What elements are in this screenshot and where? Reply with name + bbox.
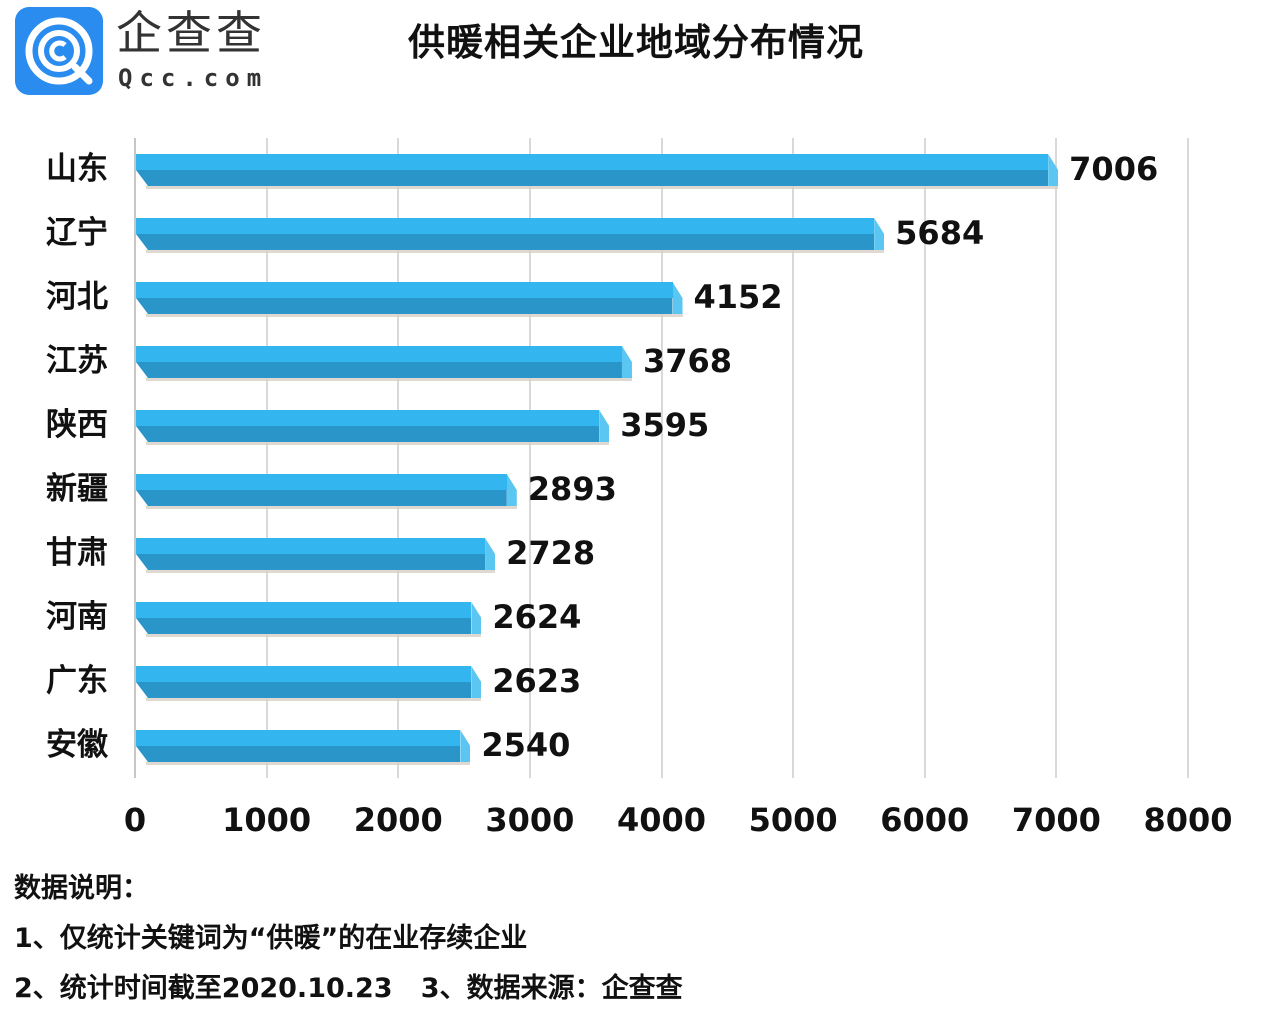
value-label: 2623 xyxy=(492,662,582,700)
brand-name-en: Qcc.com xyxy=(118,64,269,92)
category-label: 陕西 xyxy=(46,407,108,443)
brand-name-cn: 企查查 xyxy=(116,6,266,60)
notes-heading: 数据说明： xyxy=(14,873,149,904)
bar-chart: 0 1000 2000 3000 4000 5000 6000 7000 8000 山东 7006 辽… xyxy=(46,138,1233,839)
x-tick-label: 1000 xyxy=(222,801,312,839)
bar xyxy=(136,730,471,765)
category-label: 辽宁 xyxy=(46,215,108,251)
qcc-logo-icon xyxy=(15,7,103,95)
value-label: 2540 xyxy=(481,726,571,764)
value-label: 7006 xyxy=(1069,150,1159,188)
bar xyxy=(136,602,482,637)
category-label: 河南 xyxy=(46,599,108,635)
value-label: 2893 xyxy=(527,470,617,508)
gridline xyxy=(265,138,268,778)
value-label: 4152 xyxy=(693,278,783,316)
gridline xyxy=(792,138,795,778)
category-label: 广东 xyxy=(46,663,108,699)
category-label: 安徽 xyxy=(46,727,108,763)
notes-line-1: 1、仅统计关键词为“供暖”的在业存续企业 xyxy=(14,923,528,954)
x-tick-label: 5000 xyxy=(748,801,838,839)
category-label: 新疆 xyxy=(46,471,108,507)
x-tick-label: 6000 xyxy=(880,801,970,839)
gridline xyxy=(528,138,531,778)
value-label: 3768 xyxy=(642,342,733,380)
value-label: 3595 xyxy=(620,406,710,444)
gridline xyxy=(1055,138,1058,778)
y-axis-line xyxy=(134,138,136,778)
bar xyxy=(136,282,683,317)
bar xyxy=(136,474,517,509)
gridline xyxy=(923,138,926,778)
category-label: 山东 xyxy=(46,151,108,187)
value-label: 2728 xyxy=(506,534,596,572)
category-label: 甘肃 xyxy=(46,535,108,571)
gridline xyxy=(1187,138,1189,778)
bar xyxy=(136,346,632,381)
x-tick-label: 0 xyxy=(123,801,147,839)
gridline xyxy=(660,138,663,778)
bar xyxy=(136,666,482,701)
x-tick-label: 4000 xyxy=(616,801,707,839)
category-label: 河北 xyxy=(46,279,108,315)
bar xyxy=(136,538,496,573)
chart-title: 供暖相关企业地域分布情况 xyxy=(408,21,864,64)
notes-line-2: 2、统计时间截至2020.10.23 3、数据来源：企查查 xyxy=(14,973,683,1004)
x-tick-label: 3000 xyxy=(485,801,575,839)
value-label: 5684 xyxy=(895,214,985,252)
category-label: 江苏 xyxy=(46,343,108,379)
bar xyxy=(136,154,1059,189)
bar xyxy=(136,410,610,445)
data-notes: 数据说明： 1、仅统计关键词为“供暖”的在业存续企业 2、统计时间截至2020.… xyxy=(14,864,683,1014)
value-label: 2624 xyxy=(492,598,582,636)
gridline xyxy=(397,138,400,778)
x-tick-label: 2000 xyxy=(353,801,443,839)
x-tick-label: 8000 xyxy=(1143,801,1233,839)
x-tick-label: 7000 xyxy=(1011,801,1101,839)
bar xyxy=(136,218,885,253)
